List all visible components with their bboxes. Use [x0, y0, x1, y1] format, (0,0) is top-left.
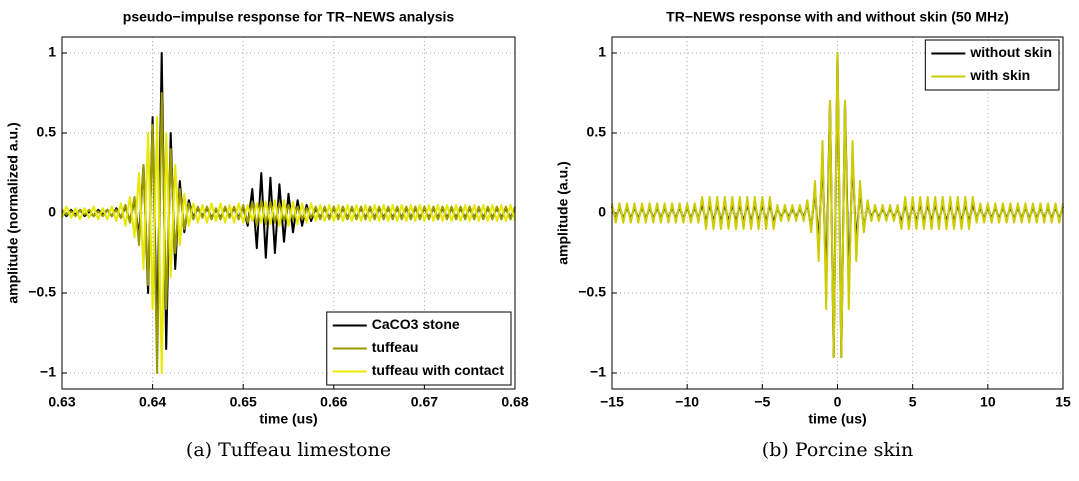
series-line: [61, 116, 516, 374]
y-tick-label: −1: [40, 364, 56, 380]
legend: CaCO3 stone tuffeau tuffeau with contact: [326, 311, 512, 386]
chart-title: TR−NEWS response with and without skin (…: [666, 9, 1009, 25]
legend-label: with skin: [969, 67, 1030, 83]
x-tick-label: 0.64: [139, 394, 166, 410]
y-tick-label: −0.5: [578, 284, 606, 300]
y-axis-label: amplitude (a.u.): [555, 161, 571, 264]
legend-box: [924, 39, 1060, 91]
x-tick-label: 0.65: [230, 394, 257, 410]
x-tick-label: 0: [834, 394, 842, 410]
legend: without skin with skin: [924, 39, 1060, 91]
x-tick-label: −10: [675, 394, 699, 410]
legend-label: tuffeau: [372, 339, 419, 355]
x-axis-label: time (us): [808, 411, 866, 427]
y-tick-label: 0.5: [587, 124, 607, 140]
chart-title: pseudo−impulse response for TR−NEWS anal…: [123, 9, 455, 25]
y-tick-label: −1: [590, 364, 606, 380]
series-line: [611, 52, 1064, 358]
caption: (b) Porcine skin: [762, 439, 913, 461]
x-tick-label: 10: [980, 394, 996, 410]
legend-label: CaCO3 stone: [372, 316, 460, 332]
y-tick-label: 1: [598, 44, 606, 60]
plot-frame: [611, 36, 1064, 390]
x-tick-label: 15: [1055, 394, 1071, 410]
legend-label: without skin: [969, 44, 1052, 60]
y-tick-label: 1: [48, 44, 56, 60]
plot-frame: [61, 36, 516, 390]
series-line: [61, 92, 516, 374]
y-axis-label: amplitude (normalized a.u.): [5, 122, 21, 303]
caption: (a) Tuffeau limestone: [186, 439, 391, 461]
y-tick-label: 0: [48, 204, 56, 220]
legend-label: tuffeau with contact: [372, 362, 505, 378]
y-tick-label: 0.5: [37, 124, 57, 140]
y-tick-label: 0: [598, 204, 606, 220]
x-tick-label: 0.66: [320, 394, 347, 410]
x-tick-label: 0.67: [411, 394, 438, 410]
x-tick-label: −15: [600, 394, 624, 410]
x-tick-label: 5: [909, 394, 917, 410]
x-axis-label: time (us): [259, 411, 317, 427]
x-tick-label: 0.68: [501, 394, 528, 410]
x-tick-label: 0.63: [48, 394, 75, 410]
x-tick-label: −5: [754, 394, 770, 410]
y-tick-label: −0.5: [28, 284, 56, 300]
